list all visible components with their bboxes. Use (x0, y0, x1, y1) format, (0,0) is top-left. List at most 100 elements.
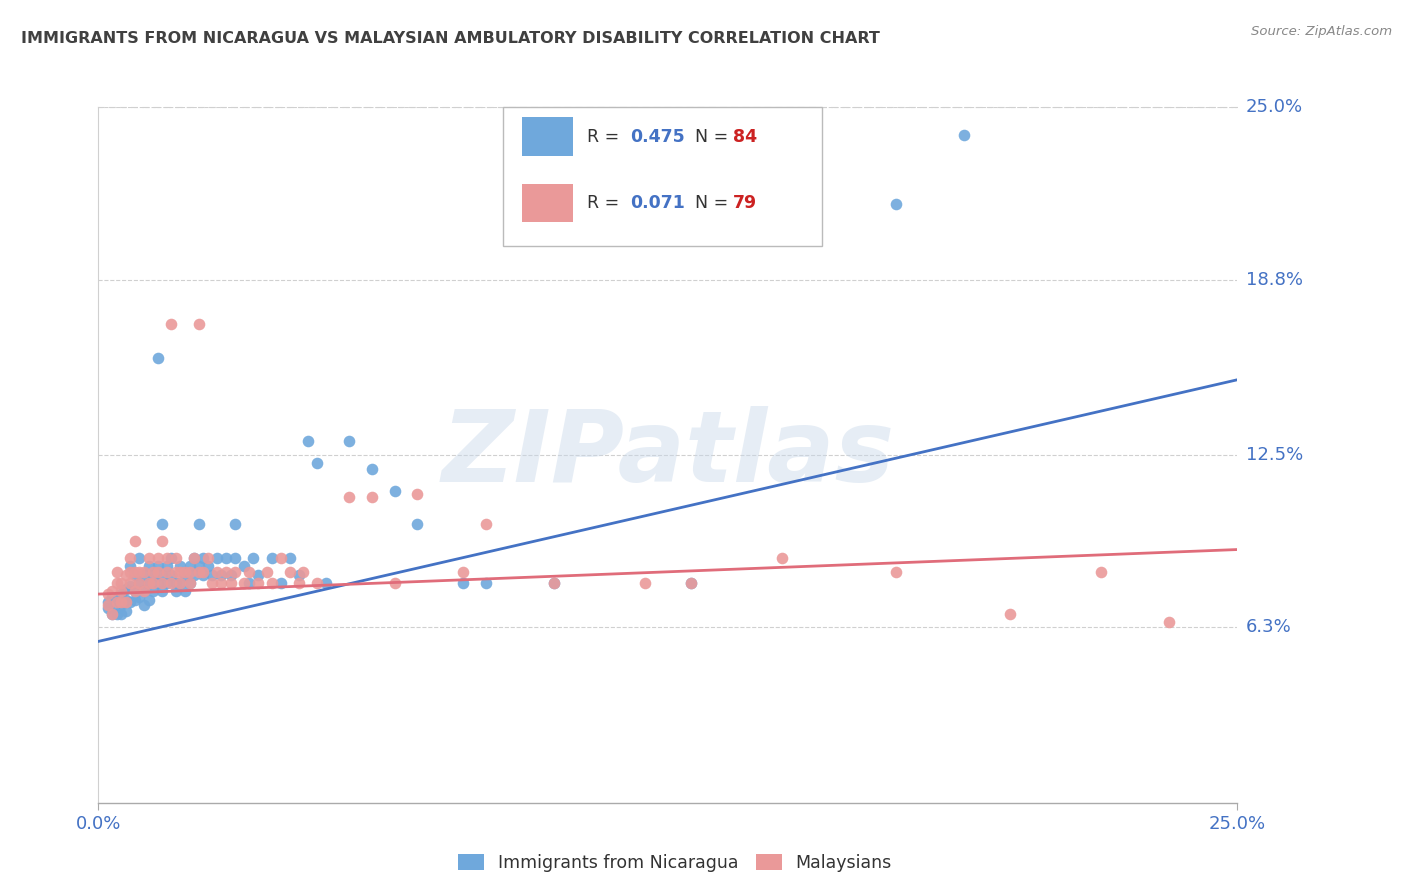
Point (179, 576, 201, 591)
Point (120, 559, 142, 574)
Point (105, 595, 128, 609)
Point (146, 351, 169, 365)
Text: 12.5%: 12.5% (1246, 446, 1303, 464)
Point (179, 559, 201, 574)
Point (128, 576, 150, 591)
Point (101, 607, 124, 621)
Point (105, 607, 128, 621)
Point (233, 559, 256, 574)
Point (884, 197, 907, 211)
Point (146, 559, 169, 574)
Point (187, 565, 209, 579)
Text: 6.3%: 6.3% (1246, 618, 1291, 637)
Point (183, 550, 205, 565)
Point (474, 576, 496, 591)
Point (96, 601, 118, 615)
Point (169, 576, 191, 591)
Point (156, 576, 179, 591)
Point (96, 598, 118, 612)
Point (193, 550, 215, 565)
Point (205, 550, 228, 565)
Text: 25.0%: 25.0% (1246, 98, 1303, 116)
Point (634, 576, 657, 591)
Point (246, 576, 269, 591)
Point (292, 565, 315, 579)
Point (451, 576, 474, 591)
Text: 84: 84 (733, 128, 756, 145)
Text: N =: N = (683, 128, 734, 145)
Point (384, 576, 406, 591)
Point (150, 517, 173, 532)
Point (142, 576, 165, 591)
Point (132, 584, 155, 599)
Point (406, 487, 429, 501)
Point (219, 567, 242, 582)
Point (165, 576, 187, 591)
Point (146, 550, 169, 565)
Point (124, 584, 146, 599)
Point (156, 550, 179, 565)
Point (233, 576, 256, 591)
Point (142, 584, 165, 599)
Point (307, 576, 329, 591)
Point (169, 565, 191, 579)
Point (270, 550, 292, 565)
Point (187, 317, 209, 331)
Point (278, 550, 301, 565)
Point (150, 534, 173, 549)
Point (120, 565, 142, 579)
Point (110, 598, 132, 612)
Point (224, 550, 246, 565)
Point (128, 565, 150, 579)
Point (197, 559, 219, 574)
Point (124, 565, 146, 579)
Point (124, 534, 146, 549)
Point (138, 592, 160, 607)
Point (278, 565, 301, 579)
FancyBboxPatch shape (522, 118, 574, 156)
Point (165, 565, 187, 579)
Point (270, 576, 292, 591)
Point (770, 550, 793, 565)
Point (288, 567, 311, 582)
Point (183, 567, 205, 582)
Point (215, 565, 238, 579)
Point (260, 550, 283, 565)
Point (120, 550, 142, 565)
Point (138, 576, 160, 591)
Text: R =: R = (586, 128, 624, 145)
Point (124, 592, 146, 607)
Point (105, 565, 128, 579)
Point (160, 317, 183, 331)
Point (150, 584, 173, 599)
Point (451, 565, 474, 579)
Point (543, 576, 565, 591)
Point (142, 565, 165, 579)
Point (165, 550, 187, 565)
Point (105, 592, 128, 607)
Text: Source: ZipAtlas.com: Source: ZipAtlas.com (1251, 25, 1392, 38)
Point (156, 559, 179, 574)
Point (384, 484, 406, 499)
Point (105, 576, 128, 591)
Point (114, 567, 136, 582)
Point (132, 584, 155, 599)
Point (138, 559, 160, 574)
Point (406, 517, 429, 532)
Point (238, 565, 260, 579)
Point (101, 607, 124, 621)
Point (132, 567, 155, 582)
Point (246, 567, 269, 582)
Point (174, 565, 197, 579)
Point (132, 598, 155, 612)
FancyBboxPatch shape (503, 107, 821, 246)
Point (360, 490, 382, 504)
Point (146, 565, 169, 579)
Point (360, 462, 382, 476)
Point (238, 576, 260, 591)
Point (110, 595, 132, 609)
Point (209, 567, 232, 582)
Point (156, 565, 179, 579)
Point (138, 576, 160, 591)
Text: R =: R = (586, 194, 624, 211)
